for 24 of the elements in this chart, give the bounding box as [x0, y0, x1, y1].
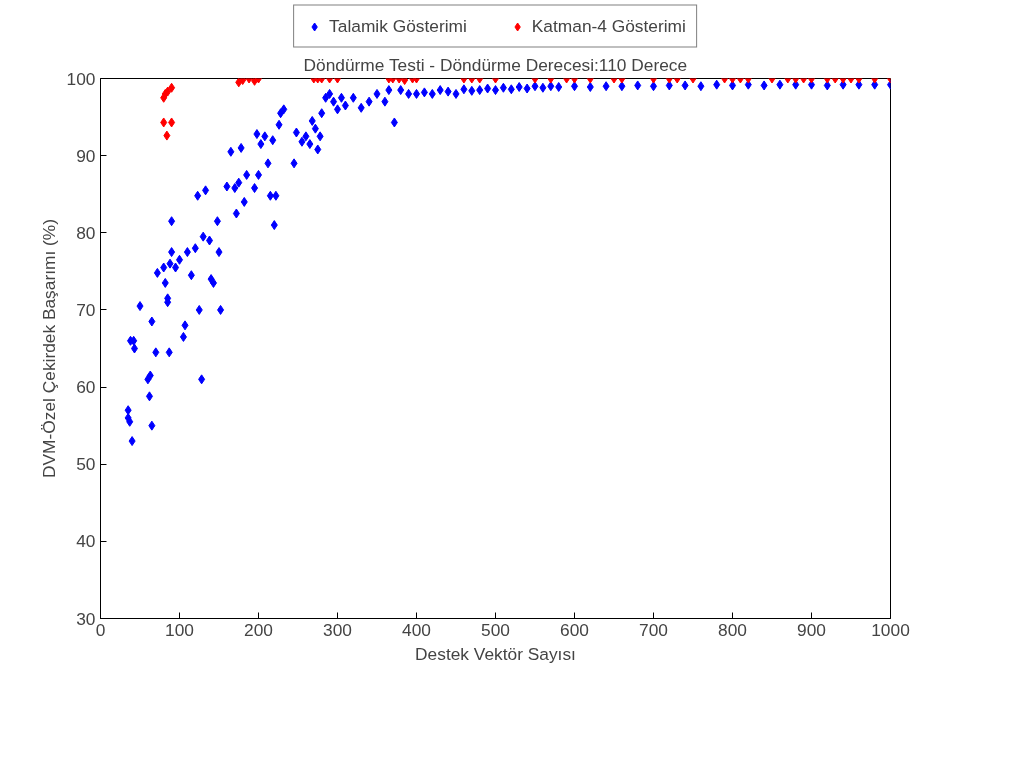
- y-tick-label: 60: [76, 377, 96, 398]
- y-tick-label: 70: [76, 299, 96, 320]
- x-tick-label: 300: [323, 619, 352, 640]
- y-tick-label: 100: [66, 68, 96, 89]
- x-tick-label: 500: [481, 619, 510, 640]
- x-tick-label: 0: [95, 619, 106, 640]
- x-tick-label: 800: [718, 619, 747, 640]
- x-axis-title: Destek Vektör Sayısı: [415, 643, 576, 664]
- x-tick-label: 600: [560, 619, 589, 640]
- x-tick-label: 400: [402, 619, 431, 640]
- x-tick-label: 900: [797, 619, 826, 640]
- x-tick-label: 700: [639, 619, 668, 640]
- chart-title: Döndürme Testi - Döndürme Derecesi:110 Derece: [303, 54, 688, 75]
- y-tick-label: 30: [76, 608, 96, 629]
- y-tick-label: 50: [76, 454, 96, 475]
- y-tick-label: 80: [76, 222, 96, 243]
- y-tick-label: 40: [76, 531, 96, 552]
- x-tick-label: 100: [165, 619, 194, 640]
- y-tick-label: 90: [76, 145, 96, 166]
- x-tick-label: 1000: [871, 619, 910, 640]
- x-tick-label: 200: [244, 619, 273, 640]
- y-axis-title: DVM-Özel Çekirdek Başarımı (%): [38, 219, 59, 478]
- legend-label: Katman-4 Gösterimi: [531, 15, 686, 37]
- legend-label: Talamik Gösterimi: [329, 15, 467, 37]
